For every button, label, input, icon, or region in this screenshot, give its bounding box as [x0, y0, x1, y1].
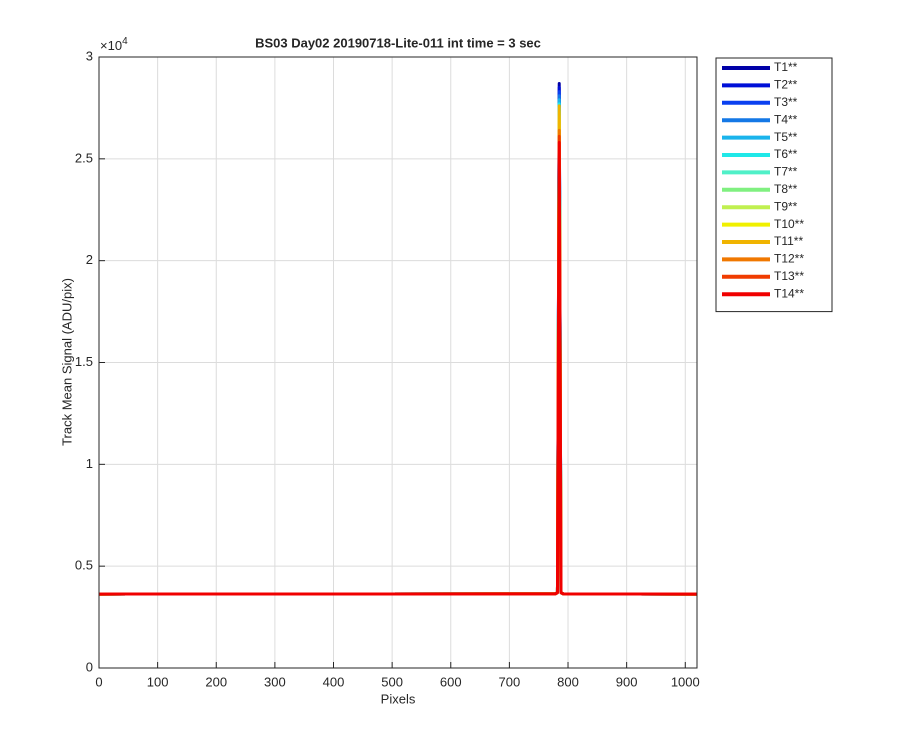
legend-label: T11** [774, 234, 803, 248]
y-tick-label: 0 [86, 659, 93, 674]
x-tick-label: 900 [616, 674, 638, 689]
x-tick-label: 0 [95, 674, 102, 689]
x-tick-label: 700 [499, 674, 521, 689]
y-multiplier-exponent: 4 [122, 36, 128, 47]
legend-label: T2** [774, 78, 798, 92]
y-tick-label: 1 [86, 456, 93, 471]
y-tick-label: 1.5 [75, 354, 93, 369]
legend-label: T4** [774, 112, 798, 126]
series-line [98, 141, 698, 596]
legend-label: T13** [774, 269, 804, 283]
legend-label: T7** [774, 165, 798, 179]
legend-label: T6** [774, 147, 798, 161]
x-tick-label: 600 [440, 674, 462, 689]
plot-frame [98, 56, 698, 669]
y-multiplier-base: ×10 [100, 38, 122, 53]
y-tick-label: 2 [86, 252, 93, 267]
x-tick-label: 300 [264, 674, 286, 689]
chart-title: BS03 Day02 20190718-Lite-011 int time = … [255, 35, 541, 50]
legend-box [715, 57, 833, 313]
x-axis-label: Pixels [381, 691, 416, 706]
legend-label: T1** [774, 60, 798, 74]
legend-label: T10** [774, 217, 804, 231]
y-multiplier: ×104 [100, 36, 128, 54]
y-tick-label: 0.5 [75, 558, 93, 573]
x-tick-label: 200 [205, 674, 227, 689]
legend-label: T9** [774, 199, 798, 213]
legend-label: T14** [774, 286, 804, 300]
x-tick-label: 100 [147, 674, 169, 689]
y-axis-label: Track Mean Signal (ADU/pix) [59, 278, 74, 446]
legend-label: T12** [774, 252, 804, 266]
legend-label: T5** [774, 130, 798, 144]
legend-label: T8** [774, 182, 798, 196]
x-tick-label: 1000 [671, 674, 700, 689]
x-tick-label: 400 [323, 674, 345, 689]
y-tick-label: 3 [86, 48, 93, 63]
legend-label: T3** [774, 95, 798, 109]
y-tick-label: 2.5 [75, 150, 93, 165]
x-tick-label: 500 [381, 674, 403, 689]
x-tick-label: 800 [557, 674, 579, 689]
